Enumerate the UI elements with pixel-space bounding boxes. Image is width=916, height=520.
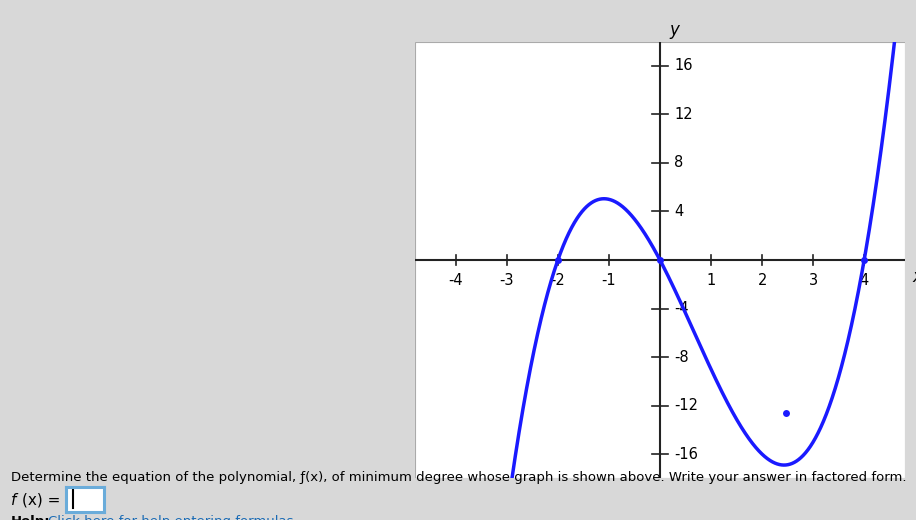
Text: -16: -16 <box>674 447 698 462</box>
Text: -4: -4 <box>449 274 463 289</box>
Text: -4: -4 <box>674 301 689 316</box>
Text: -3: -3 <box>499 274 514 289</box>
Text: 3: 3 <box>809 274 818 289</box>
Text: 4: 4 <box>674 204 683 219</box>
Text: (x) =: (x) = <box>22 493 60 508</box>
Text: 12: 12 <box>674 107 692 122</box>
Bar <box>415 42 905 478</box>
Text: f: f <box>11 493 16 508</box>
Text: Click here for help entering formulas.: Click here for help entering formulas. <box>48 515 298 520</box>
Text: Determine the equation of the polynomial, ƒ(x), of minimum degree whose graph is: Determine the equation of the polynomial… <box>11 471 907 484</box>
Text: -8: -8 <box>674 349 689 365</box>
Text: 8: 8 <box>674 155 683 171</box>
Text: -12: -12 <box>674 398 698 413</box>
Text: -1: -1 <box>602 274 616 289</box>
Text: 2: 2 <box>758 274 767 289</box>
Text: 4: 4 <box>859 274 868 289</box>
Text: y: y <box>670 21 679 39</box>
Text: x: x <box>912 268 916 287</box>
Text: -2: -2 <box>551 274 565 289</box>
Text: Help:: Help: <box>11 515 50 520</box>
Text: 1: 1 <box>706 274 715 289</box>
Text: 16: 16 <box>674 58 692 73</box>
